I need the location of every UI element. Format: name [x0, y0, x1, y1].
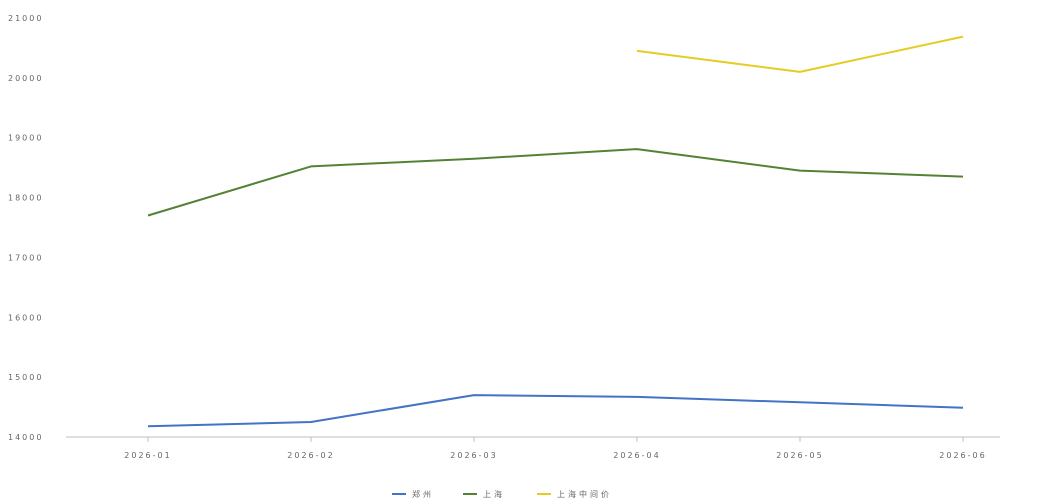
x-tick-label: 2026-02 [287, 451, 334, 460]
legend-label: 上海中间价 [557, 489, 612, 499]
y-tick-label: 14000 [8, 433, 43, 442]
x-tick-label: 2026-06 [939, 451, 986, 460]
series-line-1 [147, 394, 964, 428]
legend: 郑州 上海 上海中间价 [392, 489, 612, 499]
legend-label: 上海 [483, 489, 505, 499]
y-tick-label: 19000 [8, 134, 43, 143]
x-tick-label: 2026-05 [776, 451, 823, 460]
x-tick-label: 2026-01 [124, 451, 171, 460]
legend-label: 郑州 [412, 489, 434, 499]
y-tick-label: 15000 [8, 373, 43, 382]
y-axis: 14000 15000 16000 17000 18000 19000 20000 21000 [8, 14, 43, 442]
series-lines [147, 35, 964, 428]
x-tick-label: 2026-03 [450, 451, 497, 460]
series-line-2 [147, 148, 964, 217]
y-tick-label: 16000 [8, 313, 43, 322]
x-tick-label: 2026-04 [613, 451, 660, 460]
y-tick-label: 20000 [8, 74, 43, 83]
x-axis: 2026-01 2026-02 2026-03 2026-04 2026-05 2026-… [66, 436, 1000, 460]
y-tick-label: 18000 [8, 194, 43, 203]
series-line-3 [636, 35, 964, 73]
y-tick-label: 21000 [8, 14, 43, 23]
y-tick-label: 17000 [8, 253, 43, 262]
